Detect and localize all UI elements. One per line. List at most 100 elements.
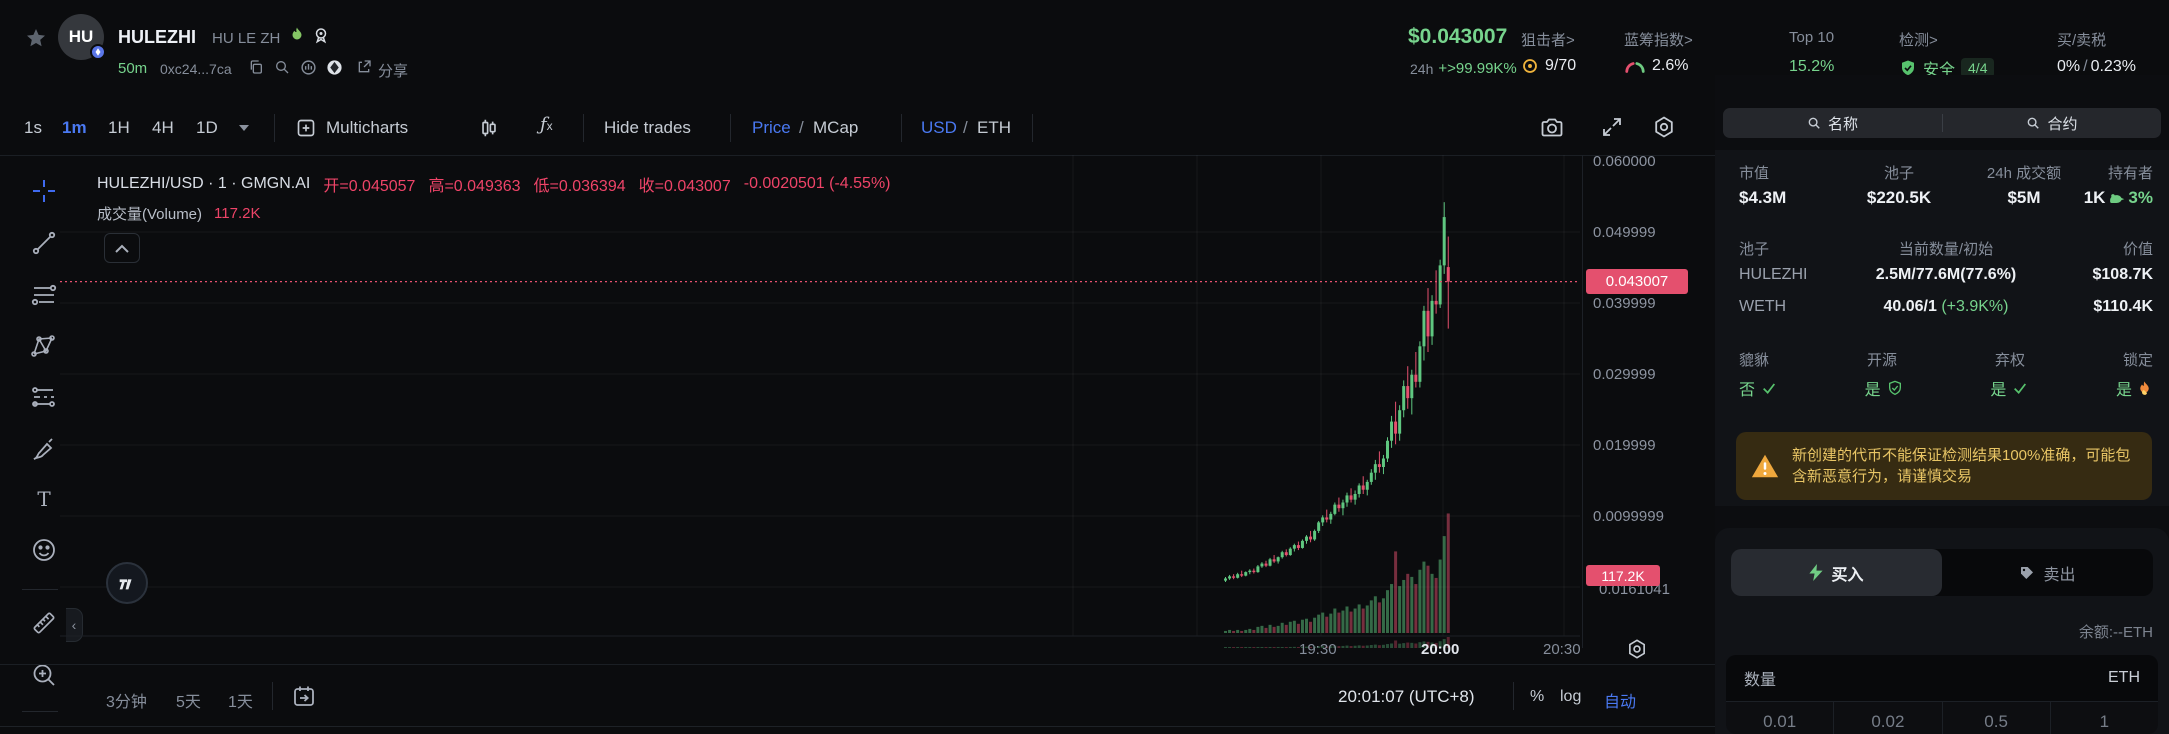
token-price: $0.043007: [1408, 25, 1508, 48]
token-address[interactable]: 0xc24...7ca: [160, 61, 232, 77]
legend-collapse-button[interactable]: [104, 233, 140, 263]
camera-icon[interactable]: [1540, 115, 1564, 139]
timezone-settings-icon[interactable]: [1626, 638, 1648, 660]
avatar-text: HU: [68, 27, 94, 46]
fullscreen-icon[interactable]: [1600, 115, 1624, 139]
trendline-tool-icon[interactable]: [30, 229, 58, 257]
mcap-mode-button[interactable]: MCap: [813, 118, 859, 137]
sell-tab-label: 卖出: [2043, 566, 2076, 584]
eth-mode-button[interactable]: ETH: [977, 118, 1011, 137]
favorite-star-icon[interactable]: [26, 28, 46, 48]
price-mcap-separator: /: [799, 118, 804, 137]
volume-value: 117.2K: [214, 205, 261, 222]
interval-1m[interactable]: 1m: [62, 118, 87, 137]
amount-input[interactable]: 数量 ETH: [1726, 655, 2158, 701]
price-mode-button[interactable]: Price: [752, 118, 791, 137]
go-to-date-calendar-icon[interactable]: [292, 684, 316, 708]
gauge-icon: [1625, 61, 1645, 73]
rail-collapse-handle[interactable]: ‹: [66, 608, 83, 642]
search-icon: [1808, 117, 1820, 129]
top10-value: 15.2%: [1789, 58, 1835, 75]
preset-amount-button[interactable]: 0.02: [1871, 711, 1905, 731]
axis-tick: 0.060000: [1593, 153, 1656, 170]
bluechip-label[interactable]: 蓝筹指数>: [1624, 32, 1693, 49]
opensource-label: 开源: [1866, 352, 1897, 369]
audit-label[interactable]: 检测>: [1899, 32, 1938, 49]
check-icon: [2014, 383, 2027, 394]
copy-icon[interactable]: [248, 59, 264, 75]
fib-lines-tool-icon[interactable]: [30, 281, 58, 309]
chart-settings-gear-icon[interactable]: [1652, 115, 1676, 139]
locked-value: 是: [2116, 376, 2153, 400]
renounced-value: 是: [1990, 376, 2028, 400]
chevron-up-icon: [115, 244, 129, 253]
xabcd-pattern-tool-icon[interactable]: [30, 332, 58, 360]
chart-site-icon[interactable]: [300, 59, 317, 76]
text-tool-icon[interactable]: T: [30, 485, 58, 513]
position-tool-icon[interactable]: [30, 383, 58, 411]
share-icon[interactable]: [356, 59, 372, 75]
search-icon[interactable]: [274, 59, 290, 75]
tab-label: 名称: [1827, 115, 1858, 133]
toolbar-divider: [1032, 114, 1033, 142]
sniper-label[interactable]: 狙击者>: [1521, 32, 1575, 49]
price-chart-canvas[interactable]: [60, 155, 1580, 648]
preset-amount-button[interactable]: 0.01: [1763, 711, 1797, 731]
tradingview-logo[interactable]: [106, 562, 148, 604]
holders-value[interactable]: 1K 3%: [2079, 188, 2153, 208]
toolbar-divider: [901, 114, 902, 142]
price-axis[interactable]: 0.060000 0.049999 0.039999 0.029999 0.01…: [1582, 153, 1715, 648]
share-label[interactable]: 分享: [378, 63, 409, 80]
interval-caret-icon[interactable]: [238, 124, 250, 132]
tax-sell: 0.23%: [2090, 58, 2136, 75]
tab-contract-search[interactable]: 合约: [1943, 108, 2161, 138]
preset-divider: [1833, 701, 1835, 734]
token-age: 50m: [118, 60, 148, 77]
hide-trades-button[interactable]: Hide trades: [604, 118, 691, 137]
tag-icon: [2021, 566, 2034, 579]
emoji-tool-icon[interactable]: [30, 536, 58, 564]
bottom-divider: [272, 682, 273, 710]
range-5day-button[interactable]: 5天: [176, 694, 201, 711]
tax-buy: 0%: [2057, 58, 2081, 75]
log-scale-button[interactable]: log: [1560, 688, 1582, 705]
clock[interactable]: 20:01:07 (UTC+8): [1338, 687, 1475, 706]
range-1day-button[interactable]: 1天: [228, 694, 253, 711]
top10-label[interactable]: Top 10: [1789, 29, 1835, 46]
interval-1s[interactable]: 1s: [24, 118, 42, 137]
interval-4h[interactable]: 4H: [152, 118, 174, 137]
auto-scale-button[interactable]: 自动: [1604, 694, 1637, 711]
ruler-tool-icon[interactable]: [30, 609, 58, 637]
multicharts-label[interactable]: Multicharts: [326, 118, 409, 137]
locked-label: 锁定: [2122, 352, 2153, 369]
warning-text: 新创建的代币不能保证检测结果100%准确，可能包含新恶意行为，请谨慎交易: [1792, 447, 2131, 485]
preset-amount-button[interactable]: 1: [2099, 711, 2110, 731]
rail-divider: [22, 711, 58, 712]
legend-pair[interactable]: HULEZHI/USD · 1 · GMGN.AI: [97, 175, 311, 192]
time-tick: 19:30: [1299, 641, 1337, 658]
crosshair-tool-icon[interactable]: [30, 177, 58, 205]
tv-logo-icon: [119, 579, 132, 590]
sell-tab[interactable]: 卖出: [1942, 549, 2153, 596]
volume-label[interactable]: 成交量(Volume): [97, 206, 203, 223]
explorer-icon[interactable]: [326, 59, 343, 76]
percent-scale-button[interactable]: %: [1530, 688, 1545, 705]
pool-label: 池子: [1883, 165, 1914, 182]
multicharts-icon[interactable]: [296, 118, 316, 138]
tab-name-search[interactable]: 名称: [1723, 108, 1942, 138]
range-3min-button[interactable]: 3分钟: [106, 694, 147, 711]
tax-label[interactable]: 买/卖税: [2057, 32, 2107, 49]
amount-input-group: 数量 ETH 0.01 0.02 0.5 1: [1726, 655, 2158, 734]
honeypot-label: 貔貅: [1739, 352, 1770, 369]
preset-amount-button[interactable]: 0.5: [1984, 711, 2008, 731]
zoom-in-tool-icon[interactable]: [30, 661, 58, 689]
brush-tool-icon[interactable]: [30, 436, 58, 464]
candle-style-icon[interactable]: [478, 117, 500, 139]
interval-1d[interactable]: 1D: [196, 118, 218, 137]
pool-amount-change: (+3.9K%): [1941, 298, 2009, 315]
indicators-fx-icon[interactable]: ƒx: [540, 114, 553, 135]
interval-1h[interactable]: 1H: [108, 118, 130, 137]
usd-mode-button[interactable]: USD: [921, 118, 957, 137]
buy-tab[interactable]: 买入: [1731, 549, 1942, 596]
